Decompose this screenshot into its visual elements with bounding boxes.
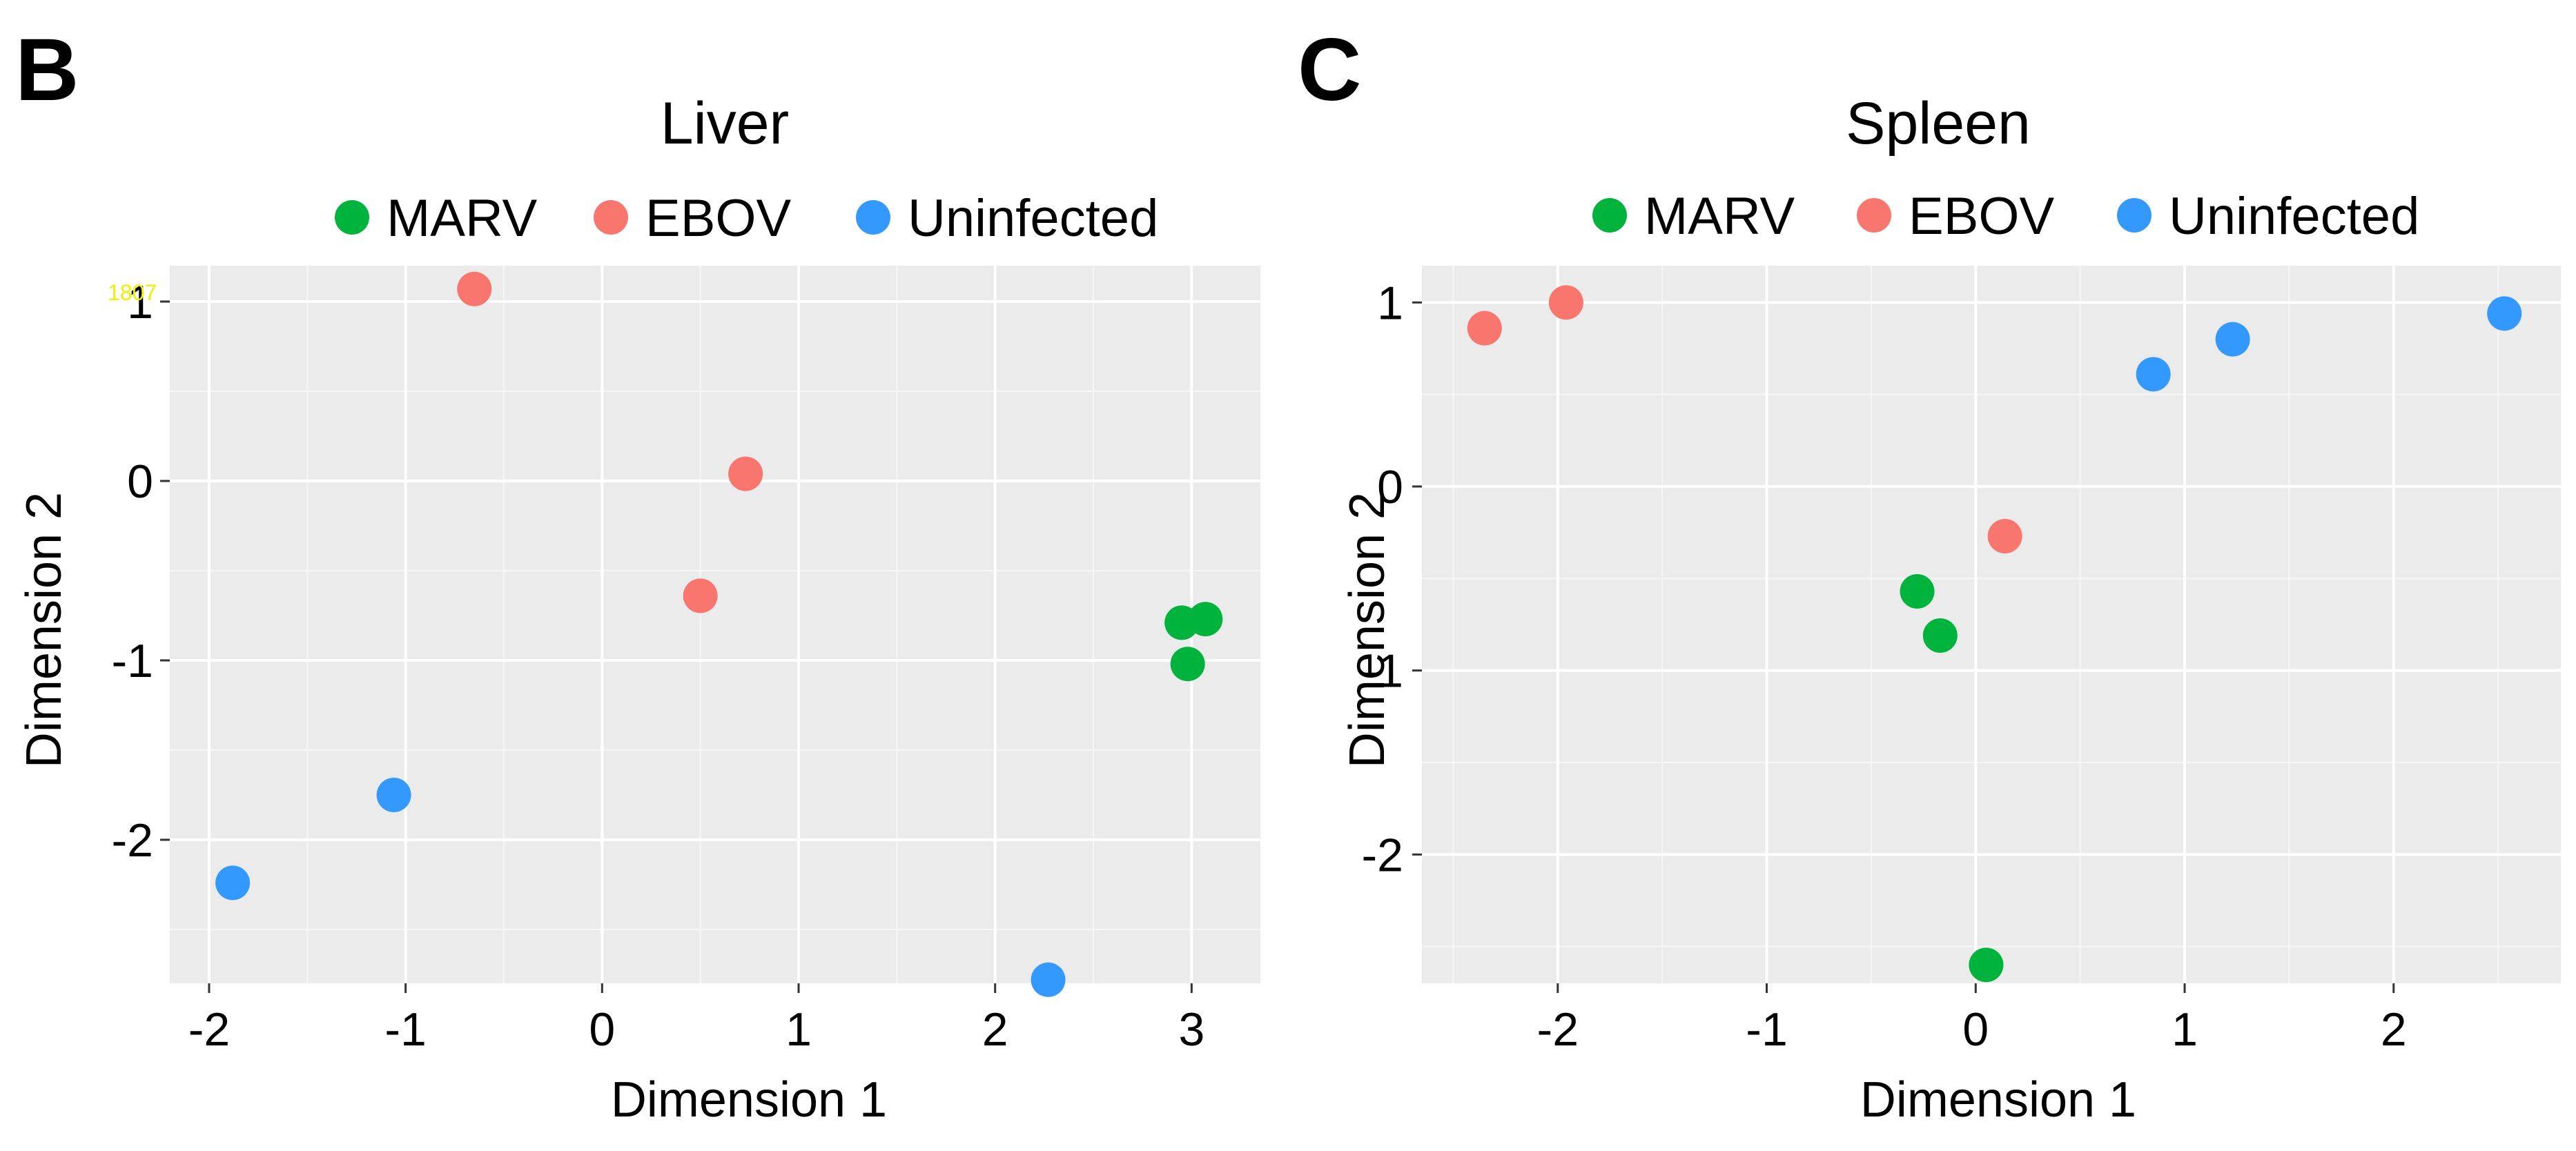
legend-marker-uninfected <box>2117 198 2151 233</box>
panel-liver: B Liver MARV EBOV Uninfected -2 -1 0 1 2 3 -2 -1 0… <box>15 21 1260 1128</box>
plot-background <box>1422 266 2561 983</box>
legend-marker-marv <box>335 200 369 235</box>
data-point-ebov <box>683 578 718 613</box>
data-point-uninfected <box>2215 322 2250 357</box>
legend-marker-ebov <box>1857 198 1891 233</box>
x-tick-label: 2 <box>2381 1003 2407 1056</box>
x-tick-label: 0 <box>1962 1003 1989 1056</box>
y-tick-label: -1 <box>1362 645 1403 698</box>
legend-marker-ebov <box>594 200 628 235</box>
x-tick-label: -1 <box>1746 1003 1787 1056</box>
x-axis-label: Dimension 1 <box>1860 1072 2136 1128</box>
data-point-ebov <box>1987 519 2022 553</box>
legend-label: EBOV <box>645 189 791 248</box>
y-tick-label: 1 <box>127 276 153 328</box>
data-point-uninfected <box>2487 296 2522 331</box>
panel-spleen: C Spleen MARV EBOV Uninfected -2 -1 0 1 2 -2 -1 0… <box>1298 21 2561 1128</box>
x-tick-label: 1 <box>786 1003 812 1056</box>
data-point-marv <box>1900 574 1935 609</box>
data-point-ebov <box>728 456 763 491</box>
legend-label: EBOV <box>1909 187 2054 246</box>
x-tick-label: 2 <box>982 1003 1008 1056</box>
x-axis-label: Dimension 1 <box>611 1072 887 1128</box>
legend-marker-marv <box>1592 198 1627 233</box>
y-tick-label: -1 <box>112 635 153 687</box>
plot-area: -2 -1 0 1 2 3 -2 -1 0 1 <box>112 266 1260 1056</box>
x-tick-label: 3 <box>1178 1003 1204 1056</box>
panel-letter: B <box>15 21 79 119</box>
chart-title: Spleen <box>1846 90 2031 157</box>
data-point-uninfected <box>1031 962 1066 997</box>
data-point-marv <box>1170 647 1205 682</box>
data-point-uninfected <box>2136 357 2171 392</box>
data-point-uninfected <box>215 865 251 901</box>
x-tick-label: -2 <box>1537 1003 1579 1056</box>
data-point-marv <box>1969 947 2004 983</box>
legend: MARV EBOV Uninfected <box>1592 187 2419 246</box>
data-point-marv <box>1188 602 1223 637</box>
data-point-ebov <box>1467 311 1502 346</box>
data-point-uninfected <box>376 778 411 812</box>
x-tick-label: -1 <box>384 1003 426 1056</box>
plot-background <box>170 266 1260 983</box>
chart-title: Liver <box>661 90 789 157</box>
y-tick-label: 1 <box>1377 277 1403 329</box>
panel-letter: C <box>1298 21 1361 119</box>
x-tick-label: 1 <box>2172 1003 2198 1056</box>
x-tick-label: 0 <box>589 1003 615 1056</box>
y-tick-label: -2 <box>112 814 153 867</box>
legend-label: Uninfected <box>908 189 1158 248</box>
y-axis-label: Dimension 2 <box>1340 492 1395 768</box>
plot-area: -2 -1 0 1 2 -2 -1 0 1 <box>1362 266 2561 1056</box>
data-point-ebov <box>1548 285 1583 320</box>
data-point-ebov <box>457 271 492 306</box>
y-axis-label: Dimension 2 <box>17 492 72 768</box>
legend-label: MARV <box>1644 187 1795 246</box>
stray-label: 1807 <box>108 280 157 305</box>
legend-marker-uninfected <box>856 200 890 235</box>
legend-label: MARV <box>387 189 538 248</box>
data-point-marv <box>1922 618 1958 653</box>
legend-label: Uninfected <box>2169 187 2419 246</box>
y-tick-label: 0 <box>1377 461 1403 513</box>
y-tick-label: 0 <box>127 455 153 508</box>
x-tick-label: -2 <box>188 1003 230 1056</box>
y-tick-label: -2 <box>1362 829 1403 881</box>
legend: MARV EBOV Uninfected <box>335 189 1158 248</box>
